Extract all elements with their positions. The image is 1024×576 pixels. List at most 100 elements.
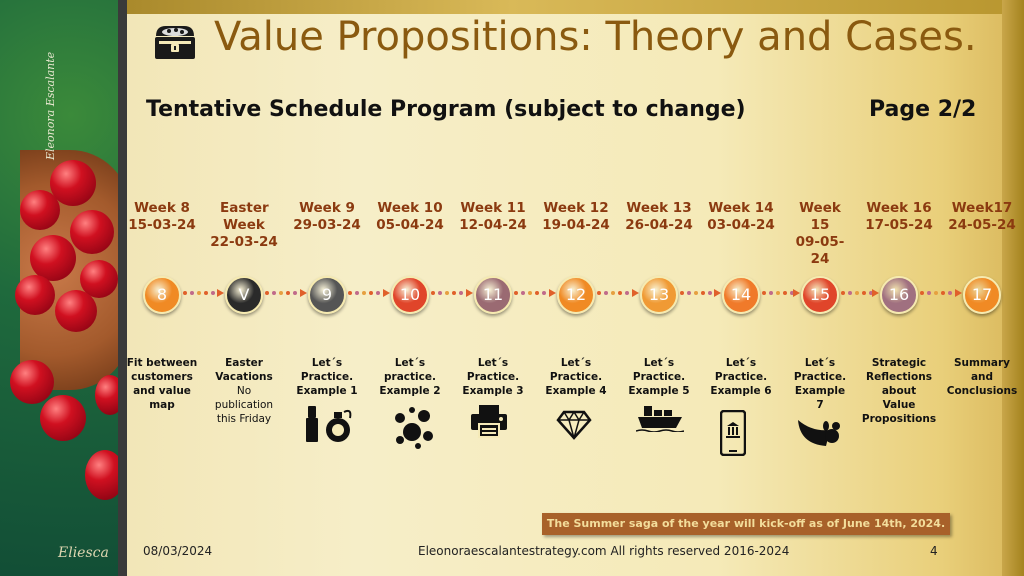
artist-signature: Eleonora Escalante (44, 51, 57, 160)
timeline-node: 14 (722, 276, 760, 314)
bubbles-icon (395, 407, 433, 449)
description-line: Example 2 (379, 385, 441, 397)
week-date: 09-05-24 (795, 234, 845, 267)
week-description: Let´s Practice. Example 4 (534, 356, 618, 398)
timeline-connector (183, 289, 224, 297)
printer-icon (471, 405, 507, 438)
description-line: Let´s (477, 357, 509, 369)
treasure-chest-icon (155, 26, 195, 59)
description-line: Example (794, 385, 846, 397)
schedule-subtitle: Tentative Schedule Program (subject to c… (146, 97, 746, 122)
week-label: Week 16 (866, 200, 932, 216)
description-line: Example 3 (462, 385, 524, 397)
week-label: Week 13 (626, 200, 692, 216)
description-line: customers (131, 371, 193, 383)
description-line: Practice. (632, 371, 686, 383)
week-description: Let´s Practice. Example 5 (617, 356, 701, 398)
week-date: 17-05-24 (865, 217, 933, 233)
top-gold-bar (0, 0, 1024, 14)
week-description: Let´s Practice. Example 3 (451, 356, 535, 398)
description-line: Strategic (871, 357, 927, 369)
cherry (20, 190, 60, 230)
description-line: about (881, 385, 917, 397)
description-line: Summary (953, 357, 1011, 369)
timeline-node: 12 (557, 276, 595, 314)
description-line: and (970, 371, 994, 383)
description-line: map (149, 399, 175, 411)
timeline-node: 8 (143, 276, 181, 314)
week-date: 12-04-24 (459, 217, 527, 233)
week-header: Week 10 05-04-24 (368, 200, 452, 234)
week-header: Week 16 17-05-24 (857, 200, 941, 234)
timeline-connector (431, 289, 473, 297)
description-line: Example 5 (628, 385, 690, 397)
timeline-node: V (225, 276, 263, 314)
cherry (85, 450, 118, 500)
week-date: 26-04-24 (625, 217, 693, 233)
description-line: practice. (384, 371, 436, 383)
timeline-connector (597, 289, 639, 297)
cherry (50, 160, 96, 206)
right-gold-bar (1002, 0, 1024, 576)
timeline-connector (514, 289, 556, 297)
week-description: Let´s practice. Example 2 (368, 356, 452, 398)
description-note-line: No (236, 385, 252, 397)
week-date: 22-03-24 (210, 234, 278, 250)
cherry (70, 210, 114, 254)
week-date: 05-04-24 (376, 217, 444, 233)
week-description: Let´s Practice. Example 1 (285, 356, 369, 398)
week-header: Easter Week 22-03-24 (202, 200, 286, 251)
timeline-node: 17 (963, 276, 1001, 314)
cherry (30, 235, 76, 281)
week-date: 24-05-24 (948, 217, 1016, 233)
timeline-connector (265, 289, 307, 297)
timeline-node: 16 (880, 276, 918, 314)
description-line: and value (133, 385, 191, 397)
week-date: 29-03-24 (293, 217, 361, 233)
description-line: Let´s (394, 357, 426, 369)
description-note-line: publication (214, 399, 274, 411)
week-description: Strategic Reflections about Value Propositio… (857, 356, 941, 426)
summer-saga-banner: The Summer saga of the year will kick-of… (542, 513, 950, 535)
description-line: Let´s (725, 357, 757, 369)
description-line: Practice. (300, 371, 354, 383)
description-line: Practice. (793, 371, 847, 383)
description-line: Let´s (560, 357, 592, 369)
week-description: Let´s Practice. Example 7 (778, 356, 862, 412)
week-label: Week 11 (460, 200, 526, 216)
description-line: Value (882, 399, 916, 411)
description-line: Propositions (861, 413, 937, 425)
description-line: Example 6 (710, 385, 772, 397)
cherry-painting: Eleonora Escalante Eliesca (0, 0, 118, 576)
timeline-connector (920, 289, 962, 297)
week-label: Week 12 (543, 200, 609, 216)
week-description: Easter Vacations No publication this Friday (202, 356, 286, 426)
description-line: Vacations (215, 371, 273, 383)
cargo-ship-icon (636, 406, 684, 432)
description-line: Practice. (466, 371, 520, 383)
artist-mark: Eliesca (58, 545, 109, 561)
description-line: Let´s (804, 357, 836, 369)
cherry (40, 395, 86, 441)
week-label: Easter Week (220, 200, 269, 233)
week-header: Week 8 15-03-24 (120, 200, 204, 234)
timeline-connector (348, 289, 390, 297)
mobile-bank-icon (720, 410, 746, 456)
footer-copyright: Eleonoraescalantestrategy.com All rights… (418, 544, 790, 558)
description-line: Easter (225, 357, 263, 369)
footer-page-number: 4 (930, 544, 938, 558)
timeline-node: 9 (308, 276, 346, 314)
description-line: Practice. (549, 371, 603, 383)
week-header: Week 15 09-05-24 (778, 200, 862, 268)
page-indicator: Page 2/2 (869, 97, 977, 122)
week-description: Fit between customers and value map (120, 356, 204, 412)
timeline-node: 10 (391, 276, 429, 314)
description-note-line: this Friday (216, 413, 272, 425)
description-line: Fit between (126, 357, 198, 369)
lipstick-perfume-icon (306, 406, 352, 442)
timeline-node: 11 (474, 276, 512, 314)
week-header: Week17 24-05-24 (940, 200, 1024, 234)
week-label: Week 10 (377, 200, 443, 216)
week-header: Week 12 19-04-24 (534, 200, 618, 234)
cherry (80, 260, 118, 298)
